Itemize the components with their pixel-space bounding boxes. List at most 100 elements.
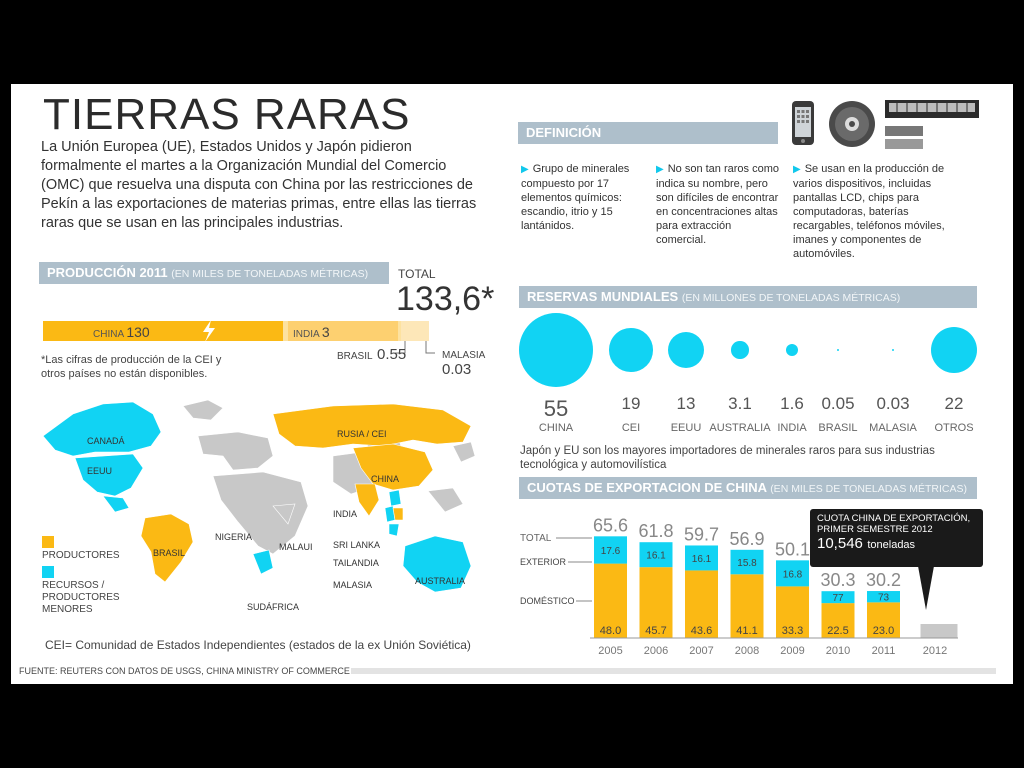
domestico-value: 48.0 (600, 625, 621, 637)
bar-domestico (776, 586, 809, 638)
cuotas-header: CUOTAS DE EXPORTACION DE CHINA (EN MILES… (519, 477, 977, 499)
exterior-value: 77 (832, 593, 844, 604)
map-label-india: INDIA (333, 509, 358, 519)
map-label-malawi: MALAUI (279, 542, 313, 552)
callout-box: CUOTA CHINA DE EXPORTACIÓN, PRIMER SEMES… (810, 509, 983, 567)
map-label-sudafrica: SUDÁFRICA (247, 602, 300, 612)
reserve-value: 55 (543, 396, 569, 421)
reservas-title: RESERVAS MUNDIALES (527, 289, 679, 304)
bar-exterior (867, 591, 900, 603)
triangle-icon: ▶ (793, 164, 801, 175)
reserve-bubble (668, 332, 704, 368)
map-label-canada: CANADÁ (87, 436, 125, 446)
domestico-value: 45.7 (645, 625, 666, 637)
reserve-label: MALASIA (869, 422, 917, 434)
definicion-header: DEFINICIÓN (518, 122, 778, 144)
exterior-value: 73 (878, 593, 890, 604)
triangle-icon: ▶ (656, 164, 664, 175)
reservas-header: RESERVAS MUNDIALES (EN MILLONES DE TONEL… (519, 286, 977, 308)
map-label-eeuu: EEUU (87, 466, 113, 476)
produccion-china-label: CHINA (93, 329, 124, 340)
bar-domestico (685, 570, 718, 638)
reserve-bubble (731, 341, 749, 359)
produccion-total-label: TOTAL (398, 267, 436, 281)
produccion-bar-rest (401, 321, 429, 341)
total-value: 56.9 (729, 529, 764, 549)
definicion-text-2: No son tan raros como indica su nombre, … (656, 163, 779, 246)
bar-exterior (821, 591, 855, 604)
bar-2012-placeholder (920, 624, 958, 638)
map-label-china: CHINA (371, 474, 400, 484)
cuotas-title: CUOTAS DE EXPORTACION DE CHINA (527, 480, 767, 495)
reserve-bubble (609, 328, 653, 372)
cuotas-unit: (EN MILES DE TONELADAS MÉTRICAS) (770, 483, 968, 495)
produccion-leader-lines (395, 341, 435, 354)
triangle-icon: ▶ (521, 164, 529, 175)
reserve-label: EEUU (670, 422, 702, 434)
reservas-note: Japón y EU son los mayores importadores … (520, 445, 935, 471)
domestico-axis-label: DOMÉSTICO (520, 596, 575, 606)
definicion-title: DEFINICIÓN (526, 125, 602, 140)
produccion-malasia-label: MALASIA (442, 350, 486, 361)
reserve-label: AUSTRALIA (709, 422, 771, 434)
produccion-total-value: 133,6* (396, 280, 495, 318)
intro-text: La Unión Europea (UE), Estados Unidos y … (41, 139, 477, 231)
legend-swatch-productores (42, 536, 54, 548)
year-label: 2011 (872, 645, 896, 657)
lightning-icon (203, 320, 215, 342)
produccion-india-label: INDIA (293, 329, 320, 340)
year-label: 2009 (780, 645, 804, 657)
disc-icon (828, 100, 876, 153)
map-label-nigeria: NIGERIA (215, 532, 253, 542)
reserve-value: 0.03 (876, 394, 910, 413)
map-label-tailandia: TAILANDIA (333, 558, 379, 568)
year-label: 2012 (923, 645, 947, 657)
produccion-title: PRODUCCIÓN 2011 (47, 265, 168, 280)
produccion-bar-china (43, 321, 283, 341)
domestico-value: 43.6 (691, 625, 712, 637)
total-value: 61.8 (638, 521, 673, 541)
reserve-value: 1.6 (780, 394, 804, 413)
total-axis-label: TOTAL (520, 533, 552, 544)
battery-icon (885, 126, 925, 155)
produccion-china-value: 130 (126, 324, 150, 340)
map-label-srilanka: SRI LANKA (333, 540, 381, 550)
bar-exterior (639, 542, 673, 568)
produccion-brasil-label: BRASIL (337, 351, 373, 362)
map-label-malasia: MALASIA (333, 580, 373, 590)
callout-title: CUOTA CHINA DE EXPORTACIÓN, PRIMER SEMES… (817, 513, 971, 535)
bar-exterior (776, 560, 809, 587)
callout-pointer (918, 566, 934, 610)
total-value: 30.3 (820, 570, 855, 590)
bar-domestico (594, 563, 627, 638)
definicion-text-3: Se usan en la producción de varios dispo… (793, 163, 945, 260)
bar-domestico (730, 574, 764, 638)
legend-recursos: RECURSOS / PRODUCTORES MENORES (42, 580, 120, 615)
bar-exterior (685, 545, 718, 571)
callout-value: 10,546 (817, 535, 863, 552)
exterior-value: 16.1 (646, 551, 666, 562)
year-label: 2006 (644, 645, 668, 657)
reserve-bubble (930, 326, 978, 374)
definicion-item-3: ▶ Se usan en la producción de varios disp… (793, 162, 968, 261)
exterior-value: 15.8 (737, 558, 757, 569)
reserve-bubble (785, 343, 799, 357)
legend-productores: PRODUCTORES (42, 550, 120, 561)
domestico-value: 23.0 (873, 625, 894, 637)
footer-rule (351, 668, 996, 674)
total-value: 30.2 (866, 570, 901, 590)
cuotas-chart: TOTAL EXTERIOR DOMÉSTICO 48.0 17.6 65.6 2005 45… (520, 515, 958, 657)
reserve-label: BRASIL (818, 422, 858, 434)
year-label: 2005 (598, 645, 622, 657)
definicion-item-1: ▶ Grupo de minerales compuesto por 17 ele… (521, 162, 649, 233)
legend-swatch-recursos (42, 566, 54, 578)
callout-unit: toneladas (867, 539, 916, 551)
cei-note: CEI= Comunidad de Estados Independientes… (45, 638, 471, 652)
bar-exterior (730, 549, 764, 575)
infographic: TIERRAS RARAS La Unión Europea (UE), Est… (11, 84, 1013, 684)
reserve-label: OTROS (934, 422, 974, 434)
bar-domestico (639, 567, 673, 638)
exterior-value: 16.1 (692, 554, 712, 565)
produccion-malasia-value: 0.03 (442, 361, 472, 378)
reserve-bubble (836, 348, 840, 352)
